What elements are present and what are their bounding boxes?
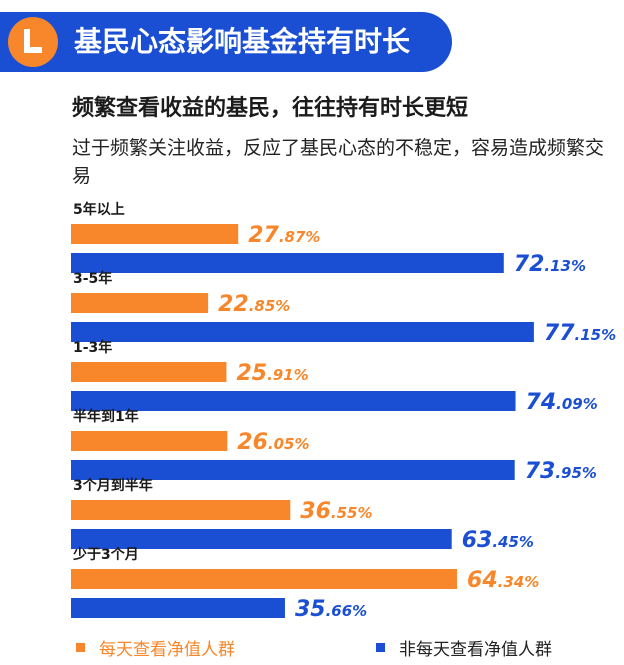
legend-item-non-daily: 非每天查看净值人群 <box>376 635 552 660</box>
section-l-icon <box>8 17 58 67</box>
bar-daily <box>71 293 209 313</box>
value-label-non-daily: 72.13% <box>514 252 586 277</box>
bar-daily <box>71 431 228 451</box>
header-title: 基民心态影响基金持有时长 <box>74 25 411 58</box>
bar-daily <box>71 569 458 589</box>
category-label: 少于3个月 <box>72 546 139 563</box>
bar-non-daily <box>71 529 452 549</box>
category-label: 5年以上 <box>73 201 125 218</box>
value-label-daily: 22.85% <box>218 292 290 317</box>
legend-swatch-blue <box>376 643 385 652</box>
value-label-non-daily: 73.95% <box>525 459 597 484</box>
value-label-non-daily: 74.09% <box>526 390 598 415</box>
legend-label-non-daily: 非每天查看净值人群 <box>399 640 552 660</box>
value-label-non-daily: 35.66% <box>295 597 367 622</box>
header-banner: 基民心态影响基金持有时长 <box>0 12 452 72</box>
category-label: 3个月到半年 <box>73 477 153 494</box>
bar-non-daily <box>71 253 504 273</box>
legend-item-daily: 每天查看净值人群 <box>76 635 235 660</box>
chart-subtitle: 频繁查看收益的基民，往往持有时长更短 <box>72 96 469 121</box>
legend-swatch-orange <box>76 643 85 652</box>
legend-label-daily: 每天查看净值人群 <box>99 640 235 660</box>
bar-daily <box>71 224 239 244</box>
category-label: 半年到1年 <box>73 408 139 425</box>
bar-daily <box>71 500 291 520</box>
category-label: 3-5年 <box>73 270 112 287</box>
chart-description: 过于频繁关注收益，反应了基民心态的不稳定，容易造成频繁交易 <box>72 137 605 187</box>
bar-non-daily <box>71 460 515 480</box>
value-label-non-daily: 77.15% <box>544 321 616 346</box>
value-label-daily: 25.91% <box>236 361 308 386</box>
value-label-daily: 64.34% <box>467 568 539 593</box>
bar-non-daily <box>71 322 534 342</box>
bar-non-daily <box>71 391 516 411</box>
category-label: 1-3年 <box>73 339 112 356</box>
bar-daily <box>71 362 227 382</box>
bar-non-daily <box>71 598 285 618</box>
value-label-daily: 36.55% <box>300 499 372 524</box>
value-label-daily: 27.87% <box>248 223 320 248</box>
value-label-daily: 26.05% <box>237 430 309 455</box>
value-label-non-daily: 63.45% <box>462 528 534 553</box>
